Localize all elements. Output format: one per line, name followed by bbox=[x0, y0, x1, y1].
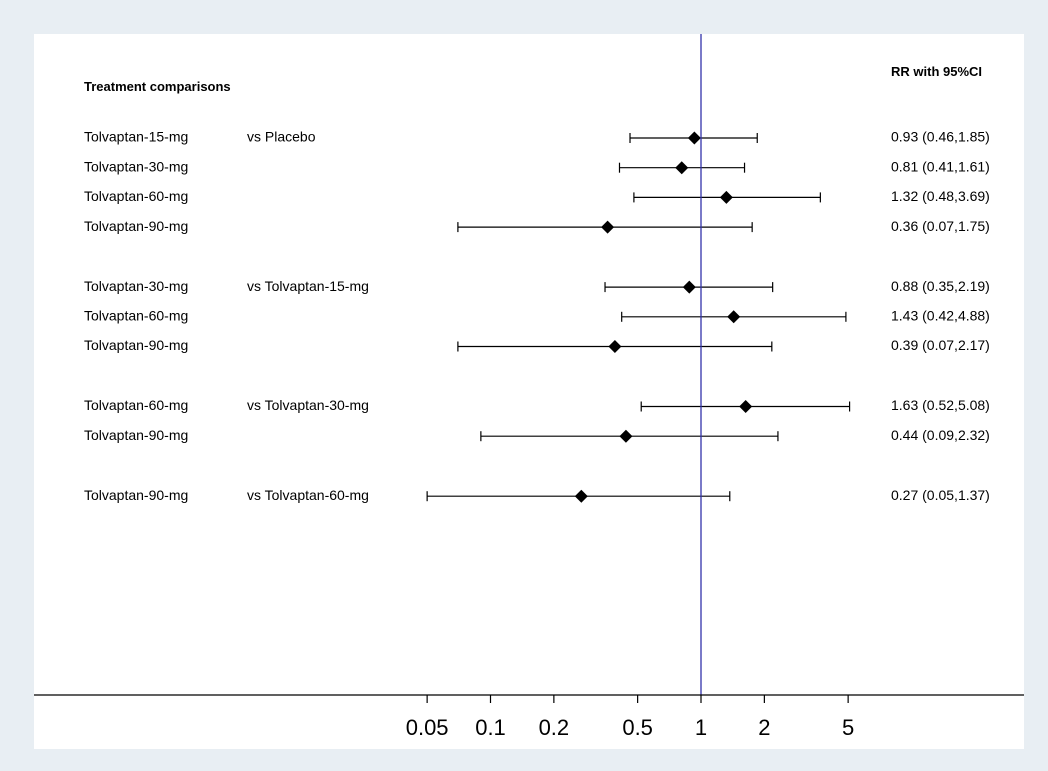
forest-plot-frame: Treatment comparisons RR with 95%CI Tolv… bbox=[34, 34, 1024, 749]
rr-ci-text: 1.32 (0.48,3.69) bbox=[891, 188, 990, 204]
row-label: Tolvaptan-60-mg bbox=[84, 188, 188, 204]
point-estimate-marker bbox=[739, 400, 753, 413]
comparator-label: vs Tolvaptan-30-mg bbox=[247, 397, 369, 413]
rr-ci-text: 1.43 (0.42,4.88) bbox=[891, 308, 990, 324]
point-estimate-marker bbox=[608, 340, 622, 353]
forest-row: Tolvaptan-60-mg vs Tolvaptan-30-mg 1.63 (0… bbox=[84, 397, 990, 413]
forest-rows: Tolvaptan-15-mg vs Placebo 0.93 (0.46,1.85… bbox=[84, 129, 990, 503]
x-tick-label: 0.5 bbox=[622, 715, 653, 740]
row-label: Tolvaptan-60-mg bbox=[84, 308, 188, 324]
rr-ci-text: 0.39 (0.07,2.17) bbox=[891, 337, 990, 353]
point-estimate-marker bbox=[675, 161, 689, 175]
row-label: Tolvaptan-90-mg bbox=[84, 487, 188, 503]
right-header: RR with 95%CI bbox=[891, 64, 982, 79]
x-tick-label: 5 bbox=[842, 715, 854, 740]
forest-row: Tolvaptan-90-mg 0.39 (0.07,2.17) bbox=[84, 337, 990, 353]
point-estimate-marker bbox=[574, 489, 588, 503]
point-estimate-marker bbox=[687, 131, 701, 145]
row-label: Tolvaptan-90-mg bbox=[84, 427, 188, 443]
row-label: Tolvaptan-90-mg bbox=[84, 218, 188, 234]
forest-row: Tolvaptan-60-mg 1.43 (0.42,4.88) bbox=[84, 308, 990, 324]
x-tick-label: 1 bbox=[695, 715, 707, 740]
point-estimate-marker bbox=[727, 310, 741, 324]
row-label: Tolvaptan-90-mg bbox=[84, 337, 188, 353]
forest-row: Tolvaptan-15-mg vs Placebo 0.93 (0.46,1.85… bbox=[84, 129, 990, 145]
x-tick-label: 0.2 bbox=[539, 715, 570, 740]
x-axis-ticks: 0.05 0.1 0.2 0.5 1 2 5 bbox=[406, 695, 854, 740]
x-tick-label: 0.1 bbox=[475, 715, 506, 740]
rr-ci-text: 0.27 (0.05,1.37) bbox=[891, 487, 990, 503]
rr-ci-text: 0.81 (0.41,1.61) bbox=[891, 158, 990, 174]
row-label: Tolvaptan-30-mg bbox=[84, 158, 188, 174]
point-estimate-marker bbox=[682, 280, 696, 294]
rr-ci-text: 1.63 (0.52,5.08) bbox=[891, 397, 990, 413]
forest-row: Tolvaptan-90-mg 0.36 (0.07,1.75) bbox=[84, 218, 990, 234]
rr-ci-text: 0.93 (0.46,1.85) bbox=[891, 129, 990, 145]
left-header: Treatment comparisons bbox=[84, 79, 231, 94]
forest-row: Tolvaptan-60-mg 1.32 (0.48,3.69) bbox=[84, 188, 990, 204]
point-estimate-marker bbox=[619, 429, 633, 443]
point-estimate-marker bbox=[601, 220, 615, 234]
rr-ci-text: 0.88 (0.35,2.19) bbox=[891, 278, 990, 294]
forest-row: Tolvaptan-90-mg vs Tolvaptan-60-mg 0.27 (0… bbox=[84, 487, 990, 503]
comparator-label: vs Tolvaptan-15-mg bbox=[247, 278, 369, 294]
row-label: Tolvaptan-15-mg bbox=[84, 129, 188, 145]
x-tick-label: 0.05 bbox=[406, 715, 449, 740]
point-estimate-marker bbox=[719, 190, 733, 204]
forest-row: Tolvaptan-90-mg 0.44 (0.09,2.32) bbox=[84, 427, 990, 443]
row-label: Tolvaptan-30-mg bbox=[84, 278, 188, 294]
comparator-label: vs Placebo bbox=[247, 129, 316, 145]
rr-ci-text: 0.44 (0.09,2.32) bbox=[891, 427, 990, 443]
rr-ci-text: 0.36 (0.07,1.75) bbox=[891, 218, 990, 234]
forest-row: Tolvaptan-30-mg 0.81 (0.41,1.61) bbox=[84, 158, 990, 174]
forest-row: Tolvaptan-30-mg vs Tolvaptan-15-mg 0.88 (0… bbox=[84, 278, 990, 294]
row-label: Tolvaptan-60-mg bbox=[84, 397, 188, 413]
forest-plot: Treatment comparisons RR with 95%CI Tolv… bbox=[34, 34, 1024, 740]
x-tick-label: 2 bbox=[758, 715, 770, 740]
comparator-label: vs Tolvaptan-60-mg bbox=[247, 487, 369, 503]
